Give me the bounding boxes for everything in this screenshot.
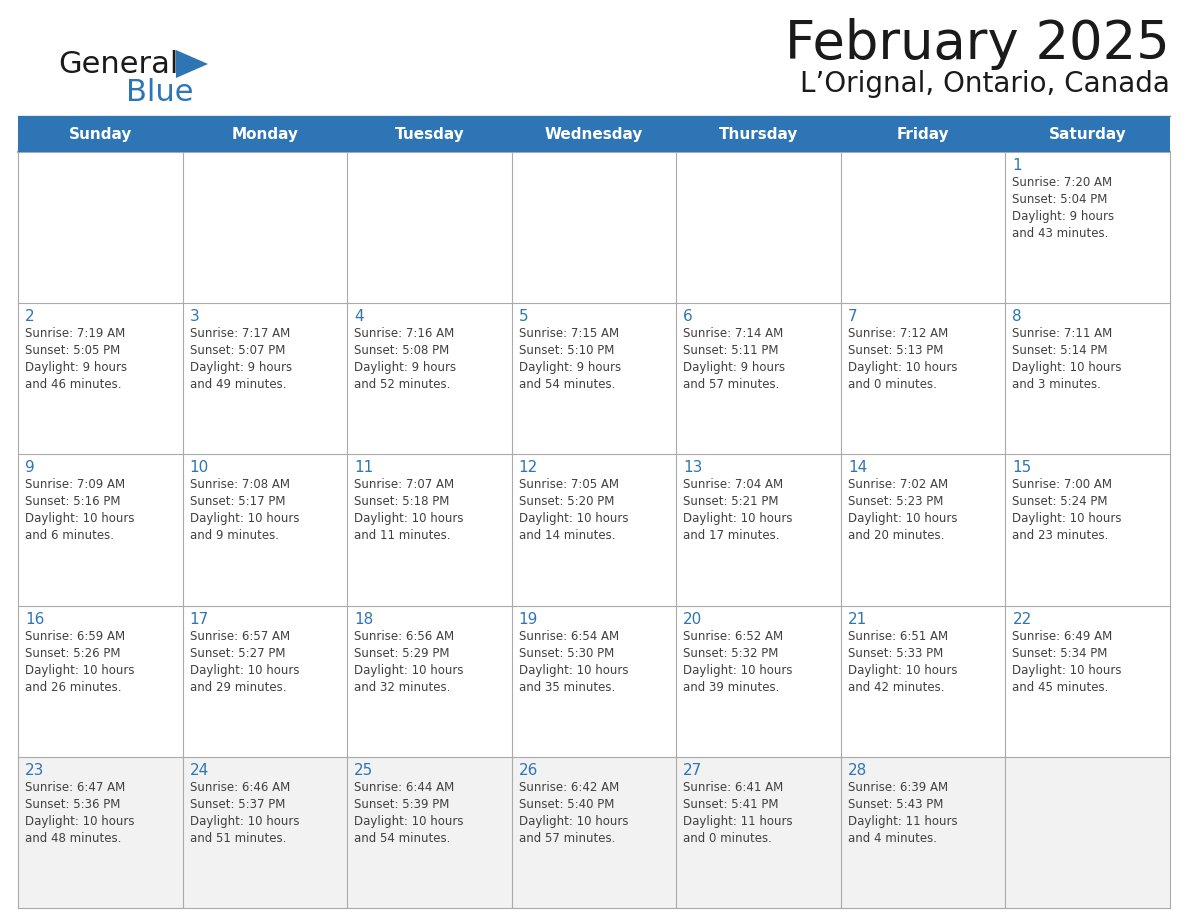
Text: 17: 17: [190, 611, 209, 627]
Bar: [18, 116, 1170, 152]
Text: 19: 19: [519, 611, 538, 627]
Polygon shape: [176, 50, 208, 78]
Text: 9: 9: [25, 461, 34, 476]
Text: Sunrise: 6:54 AM
Sunset: 5:30 PM
Daylight: 10 hours
and 35 minutes.: Sunrise: 6:54 AM Sunset: 5:30 PM Dayligh…: [519, 630, 628, 694]
Text: 18: 18: [354, 611, 373, 627]
Text: Thursday: Thursday: [719, 127, 798, 141]
Text: Sunrise: 6:59 AM
Sunset: 5:26 PM
Daylight: 10 hours
and 26 minutes.: Sunrise: 6:59 AM Sunset: 5:26 PM Dayligh…: [25, 630, 134, 694]
Text: Sunrise: 7:12 AM
Sunset: 5:13 PM
Daylight: 10 hours
and 0 minutes.: Sunrise: 7:12 AM Sunset: 5:13 PM Dayligh…: [848, 327, 958, 391]
Text: 6: 6: [683, 309, 693, 324]
Text: Sunrise: 7:04 AM
Sunset: 5:21 PM
Daylight: 10 hours
and 17 minutes.: Sunrise: 7:04 AM Sunset: 5:21 PM Dayligh…: [683, 478, 792, 543]
Text: 8: 8: [1012, 309, 1022, 324]
Text: Sunrise: 7:00 AM
Sunset: 5:24 PM
Daylight: 10 hours
and 23 minutes.: Sunrise: 7:00 AM Sunset: 5:24 PM Dayligh…: [1012, 478, 1121, 543]
Text: Sunrise: 7:05 AM
Sunset: 5:20 PM
Daylight: 10 hours
and 14 minutes.: Sunrise: 7:05 AM Sunset: 5:20 PM Dayligh…: [519, 478, 628, 543]
Text: Sunrise: 7:02 AM
Sunset: 5:23 PM
Daylight: 10 hours
and 20 minutes.: Sunrise: 7:02 AM Sunset: 5:23 PM Dayligh…: [848, 478, 958, 543]
Text: Blue: Blue: [126, 78, 194, 107]
Text: Sunrise: 6:41 AM
Sunset: 5:41 PM
Daylight: 11 hours
and 0 minutes.: Sunrise: 6:41 AM Sunset: 5:41 PM Dayligh…: [683, 781, 792, 845]
Text: February 2025: February 2025: [785, 18, 1170, 70]
Text: Sunrise: 6:51 AM
Sunset: 5:33 PM
Daylight: 10 hours
and 42 minutes.: Sunrise: 6:51 AM Sunset: 5:33 PM Dayligh…: [848, 630, 958, 694]
Text: Sunrise: 6:56 AM
Sunset: 5:29 PM
Daylight: 10 hours
and 32 minutes.: Sunrise: 6:56 AM Sunset: 5:29 PM Dayligh…: [354, 630, 463, 694]
Text: 7: 7: [848, 309, 858, 324]
Text: 23: 23: [25, 763, 44, 778]
Text: Friday: Friday: [897, 127, 949, 141]
Text: 4: 4: [354, 309, 364, 324]
Text: Sunrise: 6:39 AM
Sunset: 5:43 PM
Daylight: 11 hours
and 4 minutes.: Sunrise: 6:39 AM Sunset: 5:43 PM Dayligh…: [848, 781, 958, 845]
Text: 11: 11: [354, 461, 373, 476]
Text: Sunrise: 7:19 AM
Sunset: 5:05 PM
Daylight: 9 hours
and 46 minutes.: Sunrise: 7:19 AM Sunset: 5:05 PM Dayligh…: [25, 327, 127, 391]
Text: 3: 3: [190, 309, 200, 324]
Text: Sunrise: 7:17 AM
Sunset: 5:07 PM
Daylight: 9 hours
and 49 minutes.: Sunrise: 7:17 AM Sunset: 5:07 PM Dayligh…: [190, 327, 292, 391]
Text: 5: 5: [519, 309, 529, 324]
Text: 28: 28: [848, 763, 867, 778]
Bar: [18, 303, 1170, 454]
Text: Sunrise: 6:42 AM
Sunset: 5:40 PM
Daylight: 10 hours
and 57 minutes.: Sunrise: 6:42 AM Sunset: 5:40 PM Dayligh…: [519, 781, 628, 845]
Text: Sunrise: 6:52 AM
Sunset: 5:32 PM
Daylight: 10 hours
and 39 minutes.: Sunrise: 6:52 AM Sunset: 5:32 PM Dayligh…: [683, 630, 792, 694]
Text: 13: 13: [683, 461, 702, 476]
Text: Sunrise: 7:07 AM
Sunset: 5:18 PM
Daylight: 10 hours
and 11 minutes.: Sunrise: 7:07 AM Sunset: 5:18 PM Dayligh…: [354, 478, 463, 543]
Text: 25: 25: [354, 763, 373, 778]
Text: Sunrise: 7:20 AM
Sunset: 5:04 PM
Daylight: 9 hours
and 43 minutes.: Sunrise: 7:20 AM Sunset: 5:04 PM Dayligh…: [1012, 176, 1114, 240]
Text: Sunrise: 6:57 AM
Sunset: 5:27 PM
Daylight: 10 hours
and 29 minutes.: Sunrise: 6:57 AM Sunset: 5:27 PM Dayligh…: [190, 630, 299, 694]
Text: 21: 21: [848, 611, 867, 627]
Text: 15: 15: [1012, 461, 1031, 476]
Text: Sunrise: 6:44 AM
Sunset: 5:39 PM
Daylight: 10 hours
and 54 minutes.: Sunrise: 6:44 AM Sunset: 5:39 PM Dayligh…: [354, 781, 463, 845]
Text: Tuesday: Tuesday: [394, 127, 465, 141]
Text: 26: 26: [519, 763, 538, 778]
Text: 24: 24: [190, 763, 209, 778]
Bar: [18, 606, 1170, 756]
Text: L’Orignal, Ontario, Canada: L’Orignal, Ontario, Canada: [801, 70, 1170, 98]
Bar: [18, 454, 1170, 606]
Text: 14: 14: [848, 461, 867, 476]
Text: 12: 12: [519, 461, 538, 476]
Text: Sunrise: 6:46 AM
Sunset: 5:37 PM
Daylight: 10 hours
and 51 minutes.: Sunrise: 6:46 AM Sunset: 5:37 PM Dayligh…: [190, 781, 299, 845]
Text: Sunrise: 7:14 AM
Sunset: 5:11 PM
Daylight: 9 hours
and 57 minutes.: Sunrise: 7:14 AM Sunset: 5:11 PM Dayligh…: [683, 327, 785, 391]
Text: 22: 22: [1012, 611, 1031, 627]
Text: 16: 16: [25, 611, 44, 627]
Text: 27: 27: [683, 763, 702, 778]
Text: Monday: Monday: [232, 127, 298, 141]
Text: 20: 20: [683, 611, 702, 627]
Text: Sunrise: 7:11 AM
Sunset: 5:14 PM
Daylight: 10 hours
and 3 minutes.: Sunrise: 7:11 AM Sunset: 5:14 PM Dayligh…: [1012, 327, 1121, 391]
Text: Sunrise: 6:49 AM
Sunset: 5:34 PM
Daylight: 10 hours
and 45 minutes.: Sunrise: 6:49 AM Sunset: 5:34 PM Dayligh…: [1012, 630, 1121, 694]
Text: Wednesday: Wednesday: [545, 127, 643, 141]
Bar: [18, 152, 1170, 303]
Bar: [18, 756, 1170, 908]
Text: Sunrise: 7:08 AM
Sunset: 5:17 PM
Daylight: 10 hours
and 9 minutes.: Sunrise: 7:08 AM Sunset: 5:17 PM Dayligh…: [190, 478, 299, 543]
Text: Sunrise: 6:47 AM
Sunset: 5:36 PM
Daylight: 10 hours
and 48 minutes.: Sunrise: 6:47 AM Sunset: 5:36 PM Dayligh…: [25, 781, 134, 845]
Text: Sunday: Sunday: [69, 127, 132, 141]
Text: Sunrise: 7:15 AM
Sunset: 5:10 PM
Daylight: 9 hours
and 54 minutes.: Sunrise: 7:15 AM Sunset: 5:10 PM Dayligh…: [519, 327, 621, 391]
Text: Sunrise: 7:09 AM
Sunset: 5:16 PM
Daylight: 10 hours
and 6 minutes.: Sunrise: 7:09 AM Sunset: 5:16 PM Dayligh…: [25, 478, 134, 543]
Text: 1: 1: [1012, 158, 1022, 173]
Text: Saturday: Saturday: [1049, 127, 1126, 141]
Text: Sunrise: 7:16 AM
Sunset: 5:08 PM
Daylight: 9 hours
and 52 minutes.: Sunrise: 7:16 AM Sunset: 5:08 PM Dayligh…: [354, 327, 456, 391]
Text: 10: 10: [190, 461, 209, 476]
Text: General: General: [58, 50, 178, 79]
Text: 2: 2: [25, 309, 34, 324]
